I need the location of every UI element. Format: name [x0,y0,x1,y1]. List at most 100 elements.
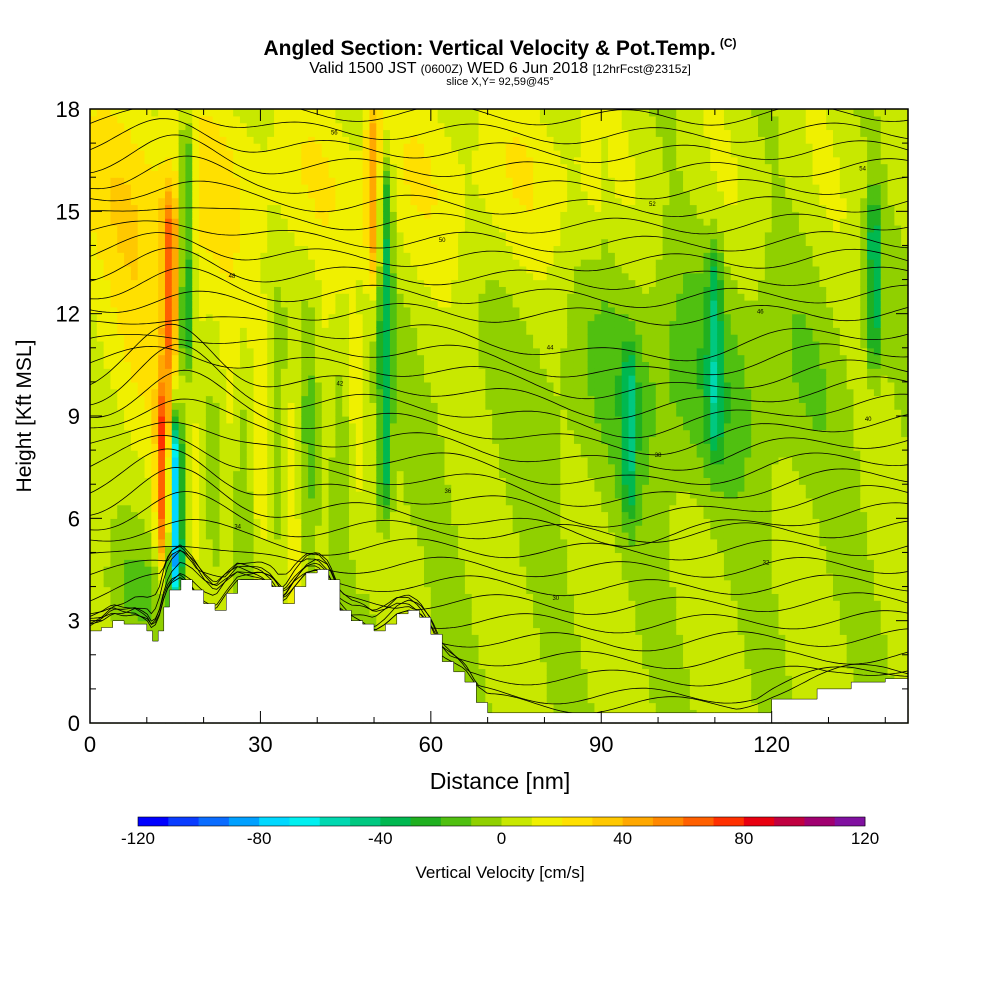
velocity-cell [362,156,371,165]
velocity-cell [328,177,336,185]
velocity-cell [369,177,377,185]
velocity-cell [246,456,255,465]
velocity-cell [151,538,159,547]
velocity-cell [396,265,405,274]
velocity-cell [212,129,221,137]
velocity-cell [410,115,418,124]
velocity-cell [199,368,207,376]
velocity-cell [253,143,262,151]
velocity-cell [178,149,187,158]
velocity-cell [328,238,336,247]
velocity-cell [267,456,275,465]
velocity-cell [308,129,316,137]
velocity-cell [308,470,316,478]
velocity-cell [185,286,193,294]
velocity-cell [396,177,405,185]
velocity-cell [328,436,336,444]
velocity-cell [103,436,112,444]
velocity-cell [444,627,452,635]
velocity-cell [342,156,350,165]
velocity-cell [260,416,268,424]
velocity-cell [185,566,193,574]
velocity-cell [260,402,268,410]
velocity-cell [308,279,316,287]
velocity-cell [192,129,200,137]
velocity-cell [314,436,323,444]
velocity-cell [410,143,418,151]
velocity-cell [192,504,200,513]
velocity-cell [103,368,112,376]
velocity-cell [430,552,439,560]
velocity-cell [274,368,282,376]
velocity-cell [144,115,152,124]
velocity-cell [96,600,105,608]
velocity-cell [253,149,262,158]
velocity-cell [294,559,302,567]
velocity-cell [246,497,255,506]
velocity-cell [369,559,377,567]
velocity-cell [124,109,132,117]
velocity-cell [314,259,323,267]
velocity-cell [239,204,248,212]
velocity-cell [335,190,343,199]
velocity-cell [349,443,357,451]
velocity-cell [396,224,405,233]
velocity-cell [110,115,118,124]
velocity-cell [362,368,371,376]
velocity-cell [301,327,309,335]
velocity-cell [280,572,289,581]
velocity-cell [417,224,425,233]
velocity-cell [274,525,282,533]
velocity-cell [137,375,146,383]
velocity-cell [90,429,98,438]
velocity-cell [430,306,439,315]
velocity-cell [362,436,371,444]
velocity-cell [308,306,316,315]
velocity-cell [185,143,193,151]
velocity-cell [253,572,262,581]
velocity-cell [396,545,405,554]
velocity-cell [383,320,391,328]
velocity-cell [137,204,146,212]
velocity-cell [349,545,357,554]
velocity-cell [321,511,330,519]
velocity-cell [192,416,200,424]
velocity-cell [164,436,173,444]
velocity-cell [314,559,323,567]
velocity-cell [178,409,187,417]
velocity-cell [130,456,139,465]
velocity-cell [301,320,309,328]
velocity-cell [294,245,302,253]
velocity-cell [444,313,452,322]
velocity-cell [355,456,364,465]
velocity-cell [410,552,418,560]
velocity-cell [355,381,364,390]
velocity-cell [369,259,377,267]
velocity-cell [342,109,350,117]
velocity-cell [205,402,214,410]
velocity-cell [260,122,268,131]
velocity-cell [233,552,241,560]
velocity-cell [253,340,262,349]
velocity-cell [117,265,125,274]
velocity-cell [185,402,193,410]
velocity-cell [171,354,180,363]
velocity-cell [137,402,146,410]
velocity-cell [301,156,309,165]
velocity-cell [158,531,166,540]
velocity-cell [451,259,459,267]
velocity-cell [117,245,125,253]
velocity-cell [158,354,166,363]
velocity-cell [376,272,384,281]
velocity-cell [335,429,343,438]
velocity-cell [410,197,418,206]
velocity-cell [124,197,132,206]
velocity-cell [171,388,180,397]
velocity-cell [349,531,357,540]
velocity-cell [199,559,207,567]
velocity-cell [369,231,377,240]
velocity-cell [383,347,391,356]
velocity-cell [130,218,139,226]
velocity-cell [301,456,309,465]
velocity-cell [130,429,139,438]
